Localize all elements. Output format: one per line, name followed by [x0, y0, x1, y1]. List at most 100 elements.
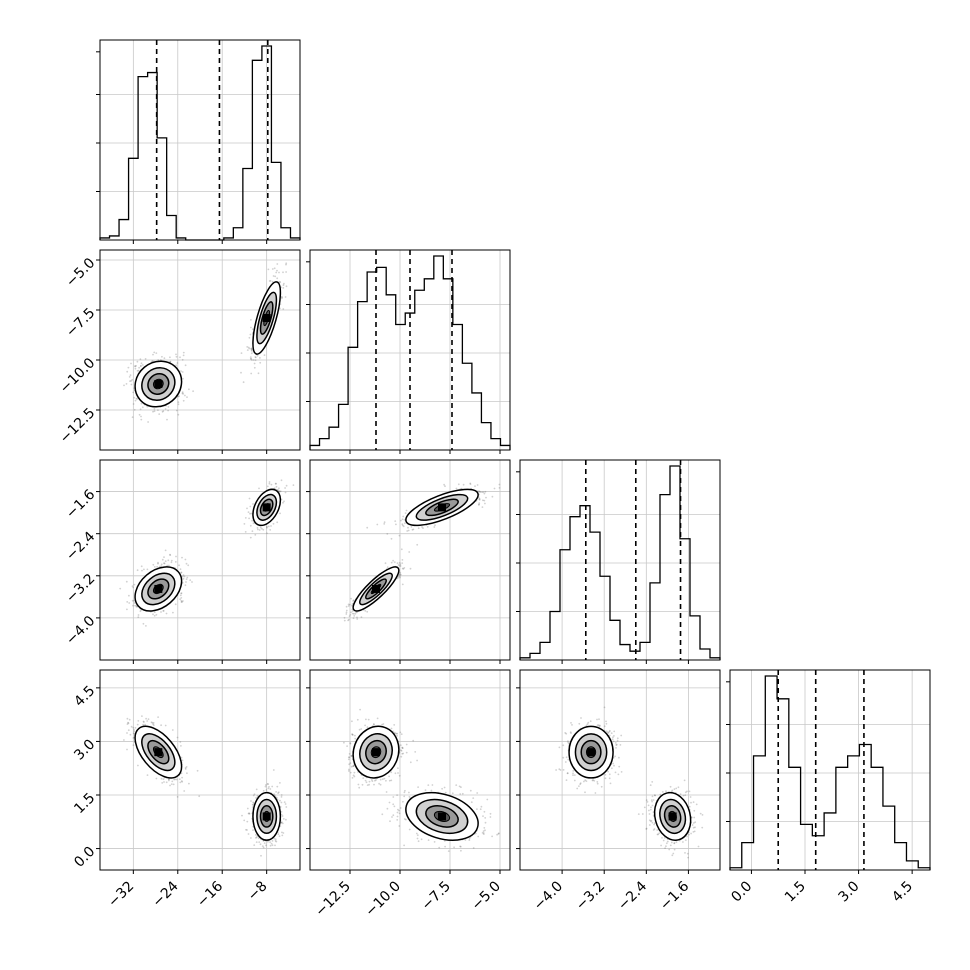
- sample-point: [401, 583, 404, 586]
- sample-point: [168, 779, 170, 782]
- sample-point: [478, 498, 481, 501]
- sample-point: [482, 499, 484, 502]
- sample-point: [175, 364, 178, 367]
- sample-point: [273, 793, 275, 796]
- sample-point: [604, 773, 607, 776]
- sample-point: [266, 526, 268, 529]
- sample-point: [351, 733, 354, 736]
- sample-point: [605, 720, 607, 723]
- sample-point: [284, 491, 287, 494]
- sample-point: [597, 724, 600, 727]
- sample-point: [252, 503, 254, 505]
- sample-point: [147, 718, 150, 721]
- sample-point: [427, 839, 430, 841]
- sample-point: [170, 559, 173, 562]
- sample-point: [184, 584, 187, 587]
- sample-point: [145, 625, 147, 627]
- sample-point: [356, 618, 359, 620]
- sample-point: [156, 565, 159, 568]
- sample-point: [684, 839, 687, 841]
- sample-point: [688, 805, 691, 808]
- sample-point: [416, 543, 419, 546]
- sample-point: [379, 778, 382, 781]
- sample-point: [182, 577, 185, 580]
- sample-point: [276, 785, 279, 788]
- sample-point: [347, 758, 350, 761]
- sample-point: [671, 854, 674, 857]
- sample-point: [478, 497, 481, 500]
- sample-point: [401, 746, 403, 749]
- sample-point: [279, 799, 281, 802]
- sample-point: [265, 789, 268, 791]
- sample-point: [586, 723, 589, 725]
- sample-point: [153, 351, 156, 354]
- sample-point: [136, 398, 139, 400]
- sample-point: [157, 561, 159, 564]
- sample-point: [358, 786, 361, 789]
- sample-point: [134, 604, 137, 607]
- sample-point: [701, 814, 704, 816]
- sample-point: [164, 408, 167, 410]
- sample-point: [397, 564, 400, 566]
- sample-point: [616, 739, 619, 742]
- sample-point: [614, 742, 617, 744]
- sample-point: [267, 268, 270, 271]
- sample-point: [278, 487, 280, 490]
- sample-point: [653, 794, 656, 797]
- sample-point: [612, 762, 614, 765]
- sample-point: [410, 526, 413, 528]
- sample-point: [357, 783, 360, 786]
- sample-point: [352, 765, 355, 767]
- sample-point: [141, 715, 143, 717]
- sample-point: [180, 571, 183, 574]
- sample-point: [250, 348, 253, 351]
- sample-point: [127, 722, 130, 725]
- sample-point: [274, 482, 277, 485]
- sample-point: [352, 617, 355, 620]
- sample-point: [250, 319, 252, 321]
- sample-point: [267, 840, 269, 843]
- panel-frame: [99, 39, 301, 241]
- density-peak-mode-1: [262, 314, 271, 322]
- sample-point: [390, 771, 393, 774]
- sample-point: [169, 784, 171, 787]
- sample-point: [163, 357, 166, 360]
- panel-3-3: 0.0 1.5 3.0 4.5: [726, 669, 931, 905]
- sample-point: [268, 482, 271, 485]
- sample-point: [396, 819, 399, 821]
- sample-point: [249, 358, 252, 360]
- sample-point: [607, 731, 609, 734]
- sample-point: [353, 613, 355, 615]
- sample-point: [126, 748, 128, 751]
- sample-point: [268, 280, 271, 282]
- sample-point: [493, 487, 496, 490]
- sample-point: [459, 845, 462, 848]
- sample-point: [433, 526, 436, 528]
- density-peak-mode-0: [372, 584, 380, 593]
- sample-point: [411, 528, 414, 531]
- sample-point: [269, 529, 272, 531]
- sample-point: [144, 358, 147, 360]
- sample-point: [272, 275, 275, 277]
- sample-point: [584, 791, 586, 794]
- sample-point: [402, 752, 405, 755]
- sample-point: [347, 619, 349, 622]
- sample-point: [180, 592, 183, 594]
- sample-point: [254, 359, 257, 362]
- sample-point: [701, 826, 704, 829]
- sample-point: [692, 826, 695, 829]
- sample-point: [579, 782, 582, 785]
- sample-point: [459, 845, 461, 848]
- x-tick-label: −10.0: [362, 878, 404, 920]
- sample-point: [177, 403, 180, 406]
- sample-point: [251, 359, 253, 361]
- sample-point: [157, 716, 160, 718]
- sample-point: [345, 611, 348, 614]
- panel-frame: [519, 459, 721, 661]
- sample-point: [278, 490, 281, 493]
- sample-point: [401, 559, 404, 561]
- sample-point: [348, 615, 351, 617]
- sample-point: [275, 791, 277, 793]
- sample-point: [161, 355, 163, 358]
- sample-point: [284, 803, 287, 805]
